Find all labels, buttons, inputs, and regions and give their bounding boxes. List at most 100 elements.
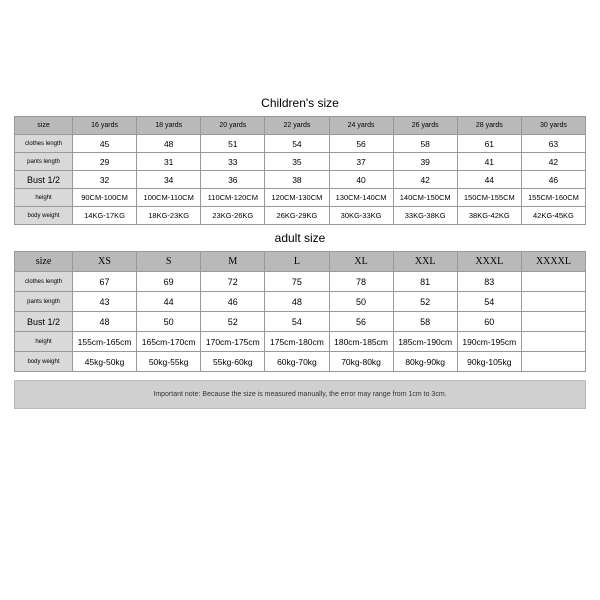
data-cell: 130CM-140CM — [329, 189, 393, 207]
data-cell: 100CM-110CM — [137, 189, 201, 207]
col-header: L — [265, 252, 329, 272]
data-cell: 33KG-38KG — [393, 207, 457, 225]
table-row: pants length2931333537394142 — [15, 153, 586, 171]
col-header: 26 yards — [393, 117, 457, 135]
data-cell: 60 — [457, 312, 521, 332]
data-cell: 72 — [201, 272, 265, 292]
table-row: Bust 1/248505254565860 — [15, 312, 586, 332]
data-cell: 29 — [73, 153, 137, 171]
col-header: XXXL — [457, 252, 521, 272]
data-cell: 52 — [201, 312, 265, 332]
data-cell: 60kg-70kg — [265, 352, 329, 372]
row-label: pants length — [15, 153, 73, 171]
data-cell: 90CM-100CM — [73, 189, 137, 207]
data-cell: 63 — [521, 135, 585, 153]
row-label: height — [15, 189, 73, 207]
adult-table: sizeXSSMLXLXXLXXXLXXXXL clothes length67… — [14, 251, 586, 372]
data-cell: 58 — [393, 135, 457, 153]
data-cell: 50kg-55kg — [137, 352, 201, 372]
data-cell: 75 — [265, 272, 329, 292]
data-cell: 56 — [329, 312, 393, 332]
data-cell: 165cm-170cm — [137, 332, 201, 352]
data-cell: 175cm-180cm — [265, 332, 329, 352]
row-label: body weight — [15, 207, 73, 225]
table-row: clothes length67697275788183 — [15, 272, 586, 292]
data-cell: 43 — [73, 292, 137, 312]
col-header: XL — [329, 252, 393, 272]
data-cell: 150CM-155CM — [457, 189, 521, 207]
table-row: Bust 1/23234363840424446 — [15, 171, 586, 189]
data-cell: 80kg-90kg — [393, 352, 457, 372]
data-cell: 48 — [73, 312, 137, 332]
data-cell: 23KG-26KG — [201, 207, 265, 225]
data-cell: 46 — [521, 171, 585, 189]
row-label: clothes length — [15, 135, 73, 153]
data-cell: 38KG-42KG — [457, 207, 521, 225]
adult-header-row: sizeXSSMLXLXXLXXXLXXXXL — [15, 252, 586, 272]
data-cell: 36 — [201, 171, 265, 189]
row-label: clothes length — [15, 272, 73, 292]
data-cell: 37 — [329, 153, 393, 171]
col-header: M — [201, 252, 265, 272]
table-row: height90CM-100CM100CM-110CM110CM-120CM12… — [15, 189, 586, 207]
row-label: Bust 1/2 — [15, 312, 73, 332]
data-cell: 45kg-50kg — [73, 352, 137, 372]
col-header: XS — [73, 252, 137, 272]
table-row: body weight14KG-17KG18KG-23KG23KG-26KG26… — [15, 207, 586, 225]
col-header: S — [137, 252, 201, 272]
data-cell: 190cm-195cm — [457, 332, 521, 352]
col-header: 30 yards — [521, 117, 585, 135]
data-cell: 34 — [137, 171, 201, 189]
data-cell: 50 — [137, 312, 201, 332]
data-cell: 32 — [73, 171, 137, 189]
data-cell: 110CM-120CM — [201, 189, 265, 207]
data-cell: 54 — [457, 292, 521, 312]
data-cell: 140CM-150CM — [393, 189, 457, 207]
row-label: pants length — [15, 292, 73, 312]
data-cell: 170cm-175cm — [201, 332, 265, 352]
table-row: height155cm-165cm165cm-170cm170cm-175cm1… — [15, 332, 586, 352]
children-title: Children's size — [14, 90, 586, 116]
data-cell: 51 — [201, 135, 265, 153]
data-cell: 69 — [137, 272, 201, 292]
data-cell: 42KG-45KG — [521, 207, 585, 225]
data-cell: 54 — [265, 135, 329, 153]
data-cell: 46 — [201, 292, 265, 312]
data-cell: 40 — [329, 171, 393, 189]
data-cell: 52 — [393, 292, 457, 312]
data-cell: 44 — [457, 171, 521, 189]
data-cell: 48 — [137, 135, 201, 153]
data-cell: 39 — [393, 153, 457, 171]
col-header: XXXXL — [521, 252, 585, 272]
data-cell: 90kg-105kg — [457, 352, 521, 372]
size-chart-wrapper: Children's size size16 yards18 yards20 y… — [0, 0, 600, 409]
data-cell: 120CM-130CM — [265, 189, 329, 207]
data-cell: 180cm-185cm — [329, 332, 393, 352]
data-cell: 30KG-33KG — [329, 207, 393, 225]
data-cell — [521, 352, 585, 372]
row-label: body weight — [15, 352, 73, 372]
row-label: height — [15, 332, 73, 352]
data-cell: 58 — [393, 312, 457, 332]
col-label-header: size — [15, 117, 73, 135]
data-cell: 155cm-165cm — [73, 332, 137, 352]
data-cell: 61 — [457, 135, 521, 153]
data-cell: 48 — [265, 292, 329, 312]
col-header: 18 yards — [137, 117, 201, 135]
data-cell: 56 — [329, 135, 393, 153]
data-cell: 185cm-190cm — [393, 332, 457, 352]
data-cell — [521, 292, 585, 312]
data-cell — [521, 312, 585, 332]
col-header: 24 yards — [329, 117, 393, 135]
col-header: XXL — [393, 252, 457, 272]
data-cell: 33 — [201, 153, 265, 171]
row-label: Bust 1/2 — [15, 171, 73, 189]
data-cell: 42 — [393, 171, 457, 189]
data-cell: 31 — [137, 153, 201, 171]
children-table: size16 yards18 yards20 yards22 yards24 y… — [14, 116, 586, 225]
data-cell — [521, 332, 585, 352]
data-cell: 35 — [265, 153, 329, 171]
table-row: clothes length4548515456586163 — [15, 135, 586, 153]
data-cell: 14KG-17KG — [73, 207, 137, 225]
data-cell — [521, 272, 585, 292]
